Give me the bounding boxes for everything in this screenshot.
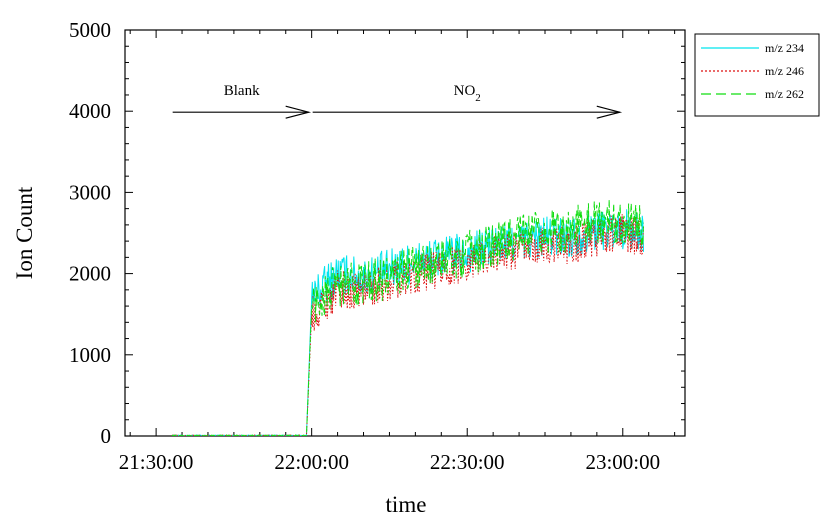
x-tick-label: 23:00:00: [585, 450, 660, 474]
x-tick-label: 22:30:00: [430, 450, 505, 474]
annotation-label: Blank: [224, 83, 260, 99]
y-tick-label: 5000: [69, 18, 111, 42]
y-tick-label: 4000: [69, 99, 111, 123]
x-tick-label: 21:30:00: [119, 450, 194, 474]
y-tick-label: 1000: [69, 343, 111, 367]
annotation-arrowhead: [596, 105, 623, 119]
plot-frame: [124, 29, 686, 437]
legend-label: m/z 262: [765, 87, 804, 101]
y-tick-label: 0: [101, 424, 112, 448]
x-tick-label: 22:00:00: [274, 450, 349, 474]
y-tick-label: 2000: [69, 262, 111, 286]
y-tick-label: 3000: [69, 180, 111, 204]
legend-label: m/z 246: [765, 64, 804, 78]
series-line: [171, 199, 645, 436]
y-axis-title: Ion Count: [12, 186, 37, 279]
legend-label: m/z 234: [765, 41, 804, 55]
annotation-arrowhead: [285, 105, 312, 119]
series-line: [171, 209, 645, 436]
legend: m/z 234 m/z 246 m/z 262: [694, 33, 820, 117]
x-axis-title: time: [386, 492, 427, 517]
annotation-subscript: 2: [475, 92, 481, 104]
annotation-label: NO2: [454, 83, 481, 104]
